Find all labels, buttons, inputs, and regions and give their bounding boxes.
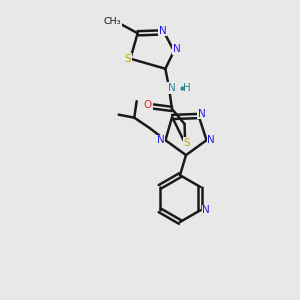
- Text: N: N: [168, 83, 176, 93]
- Text: N: N: [157, 135, 165, 145]
- Text: N: N: [159, 26, 167, 36]
- Text: N: N: [202, 205, 210, 215]
- Text: N: N: [207, 135, 215, 145]
- Text: H: H: [183, 82, 191, 93]
- Text: S: S: [124, 54, 131, 64]
- Text: CH₃: CH₃: [104, 17, 122, 26]
- Text: S: S: [183, 138, 190, 148]
- Text: O: O: [144, 100, 152, 110]
- Text: N: N: [198, 109, 206, 118]
- Text: N: N: [172, 44, 180, 55]
